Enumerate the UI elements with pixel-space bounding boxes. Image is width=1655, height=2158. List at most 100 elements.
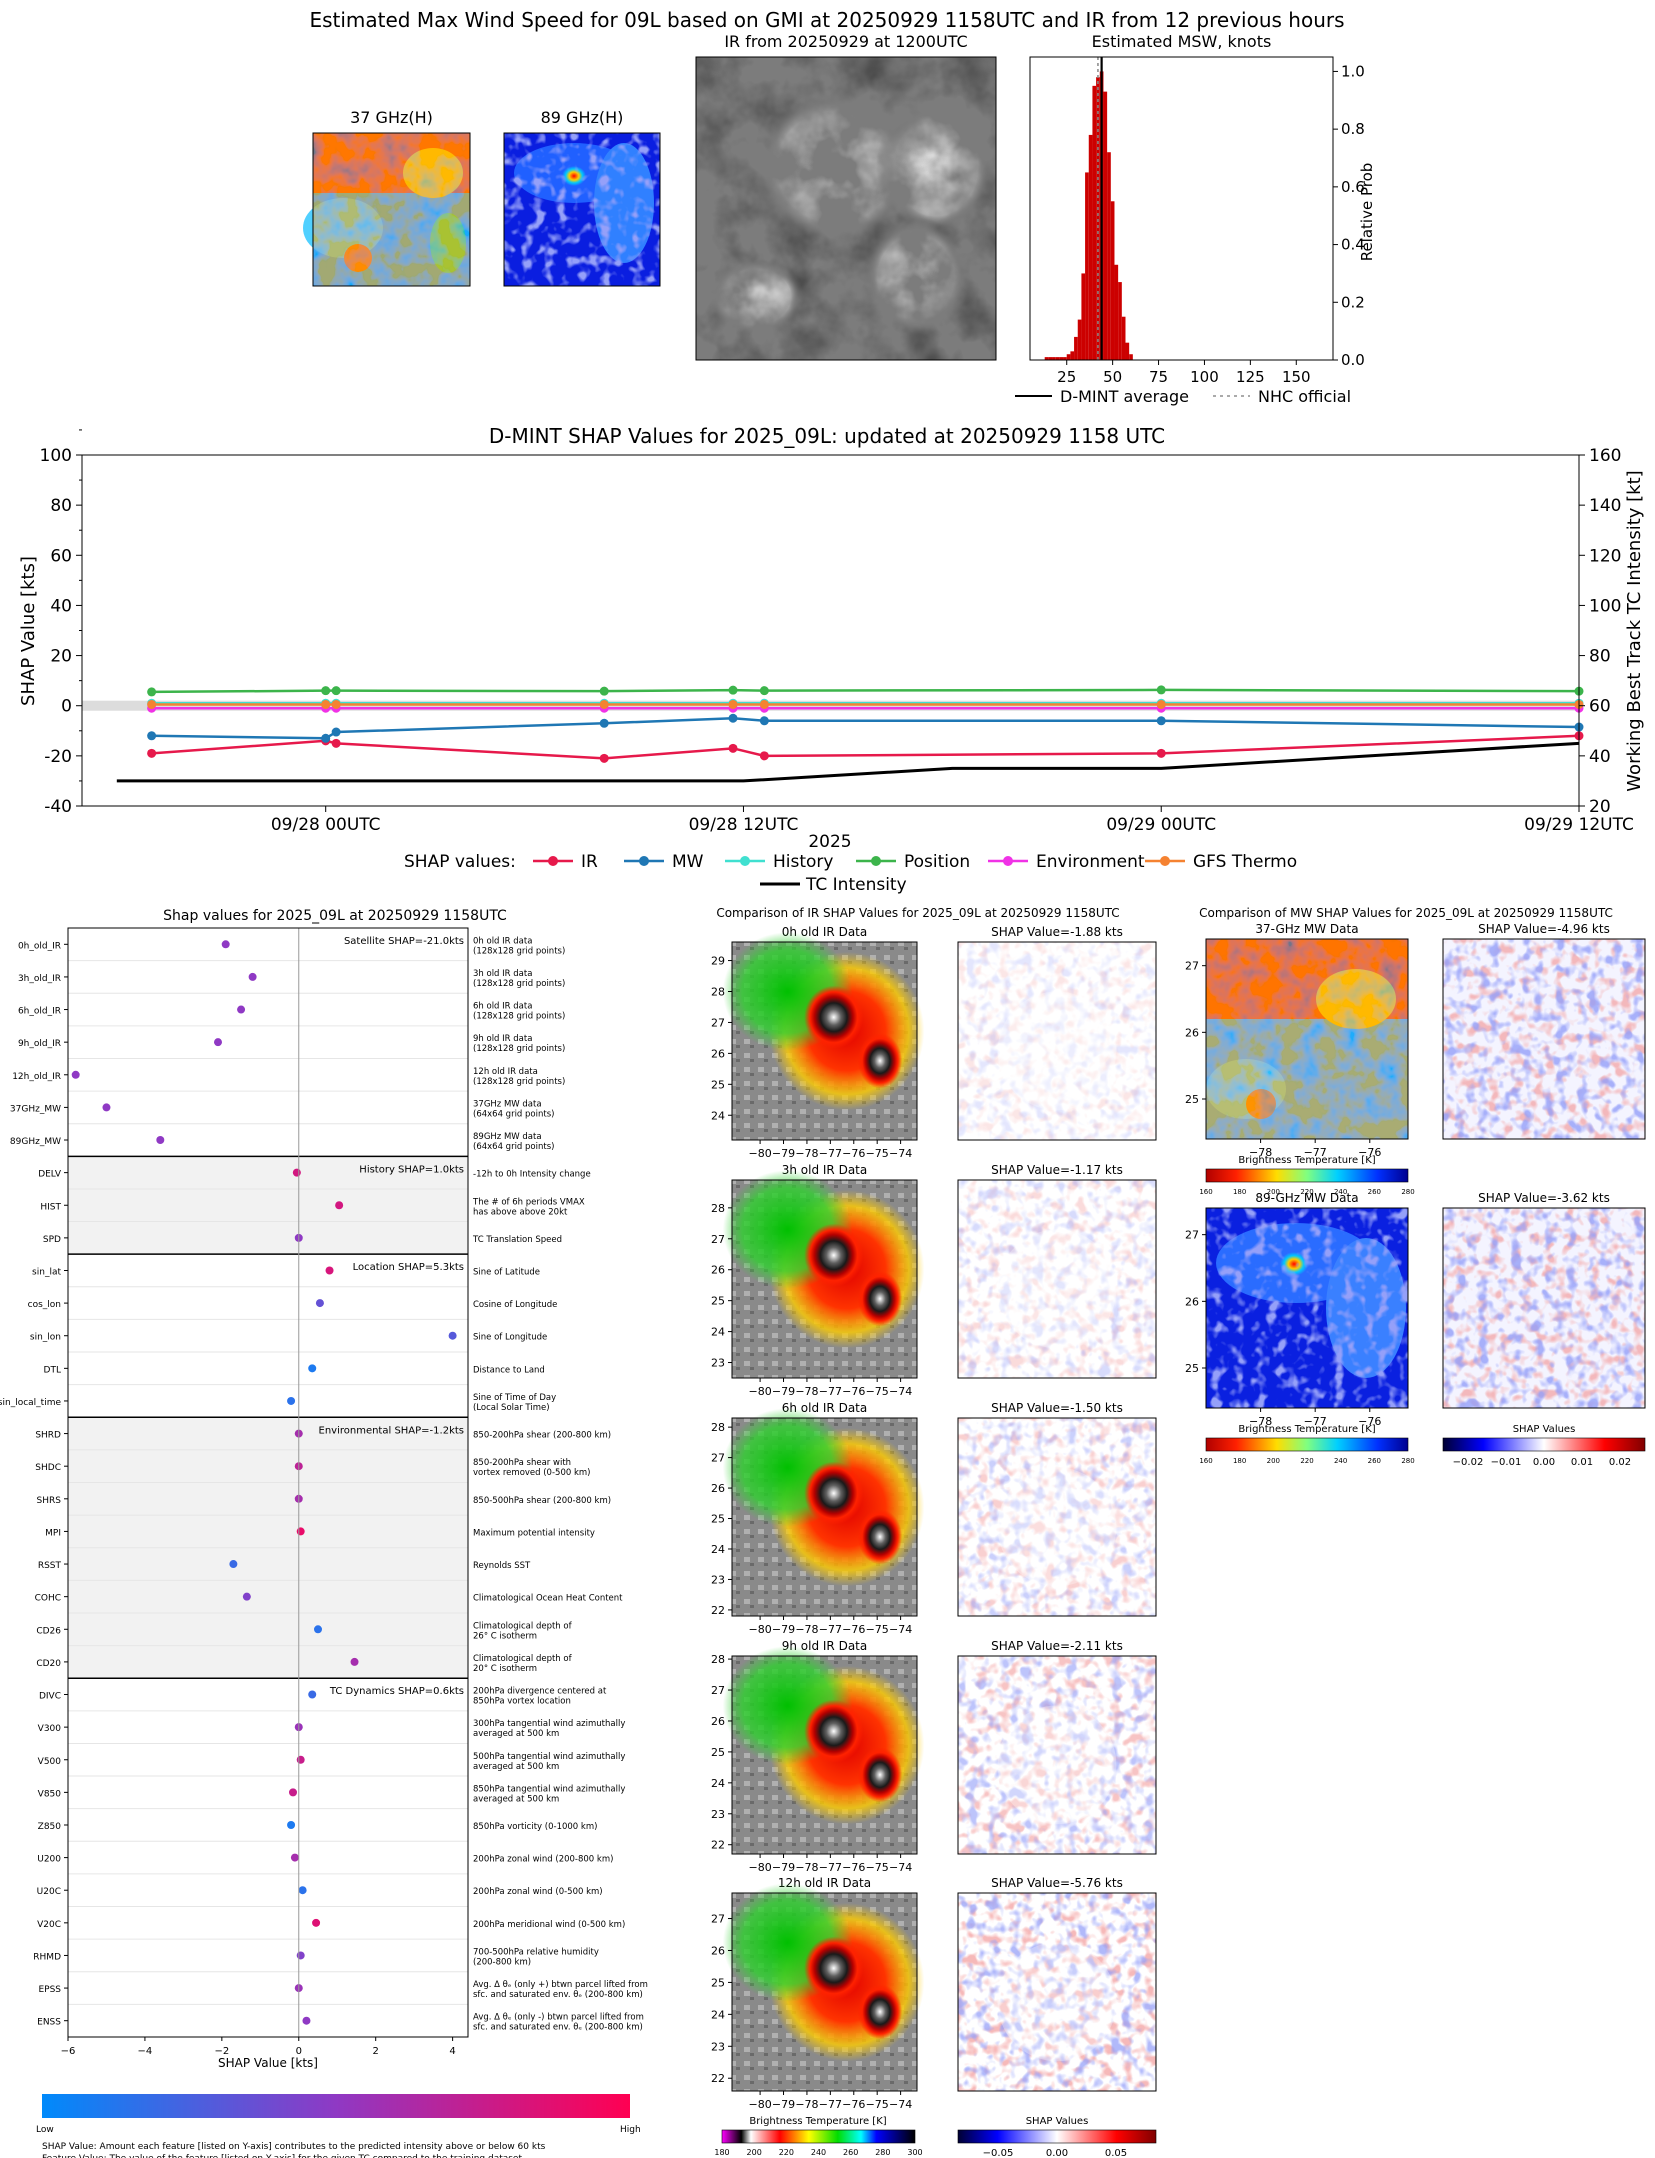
ir-bt-tick-label: 280 bbox=[875, 2148, 890, 2157]
mw-shap-title: SHAP Value=-3.62 kts bbox=[1478, 1191, 1610, 1205]
feature-point bbox=[296, 1527, 305, 1536]
ytick-right-label: 120 bbox=[1589, 546, 1621, 566]
feature-description: 200hPa meridional wind (0-500 km) bbox=[473, 1920, 625, 1930]
ir-bt-tick-label: 200 bbox=[747, 2148, 762, 2157]
hist-ylabel: Relative Prob bbox=[1358, 163, 1376, 262]
hist-bar bbox=[1074, 336, 1078, 360]
feature-description: 6h old IR data bbox=[473, 1002, 532, 1012]
feature-point bbox=[296, 1951, 305, 1960]
ir-ytick-label: 24 bbox=[711, 1326, 725, 1339]
series-point bbox=[599, 753, 609, 763]
feature-description: TC Translation Speed bbox=[472, 1235, 562, 1245]
ir-shap-center bbox=[997, 1942, 1117, 2062]
legend-tc-label: TC Intensity bbox=[805, 875, 907, 895]
mw-bt-tick-label: 200 bbox=[1267, 1188, 1280, 1196]
hist-ytick-label: 0.2 bbox=[1341, 293, 1365, 311]
ir-ytick-label: 26 bbox=[711, 1944, 725, 1957]
mw-bt-tick-label: 160 bbox=[1199, 1457, 1212, 1465]
feature-xtick-label: 4 bbox=[449, 2046, 455, 2057]
legend-marker bbox=[1003, 856, 1013, 866]
ir-xtick-label: −80 bbox=[748, 1623, 771, 1636]
hist-ytick-label: 1.0 bbox=[1341, 62, 1365, 80]
ir-shap-center bbox=[997, 991, 1117, 1111]
ir-shap-blue bbox=[958, 1418, 1156, 1616]
histogram: 25 50 75 100 125 150 0.0 0.2 0.4 0.6 0.8 1.0 bbox=[1029, 56, 1365, 386]
mw-ytick-label: 26 bbox=[1185, 1026, 1199, 1039]
ir-xtick-label: −75 bbox=[866, 1385, 889, 1398]
ir-map-frame bbox=[731, 1179, 918, 1379]
mw-bt-tick-label: 240 bbox=[1334, 1188, 1347, 1196]
feature-point bbox=[214, 1038, 222, 1047]
mw-bt-colorbar-label: Brightness Temperature [K] bbox=[1238, 1155, 1375, 1166]
ir-xtick-label: −78 bbox=[795, 1385, 818, 1398]
ir-ytick-label: 25 bbox=[711, 1078, 725, 1091]
series-point bbox=[321, 686, 331, 696]
feature-name: 89GHz_MW bbox=[10, 1137, 61, 1147]
legend-label: MW bbox=[672, 852, 704, 872]
ir-shap-blue bbox=[958, 942, 1156, 1140]
ir-xtick-label: −78 bbox=[795, 1623, 818, 1636]
ir-xtick-label: −77 bbox=[819, 2098, 842, 2111]
legend-marker bbox=[1160, 856, 1170, 866]
series-point bbox=[147, 687, 157, 697]
ir-texture bbox=[696, 57, 996, 360]
feature-point bbox=[71, 1070, 80, 1079]
ir-ytick-label: 24 bbox=[711, 1543, 725, 1556]
hist-bar bbox=[1110, 201, 1115, 360]
series-line-position bbox=[151, 688, 1580, 694]
ytick-left-label: 100 bbox=[40, 446, 72, 466]
ir-map-cell bbox=[857, 1509, 903, 1565]
ir-xtick-label: −80 bbox=[748, 1147, 771, 1160]
legend-dmint-label: D-MINT average bbox=[1060, 387, 1189, 406]
legend-label: IR bbox=[581, 852, 598, 872]
ir-bt-tick-label: 220 bbox=[779, 2148, 794, 2157]
feature-name: 3h_old_IR bbox=[18, 974, 61, 984]
legend-marker bbox=[548, 856, 558, 866]
feature-description: averaged at 500 km bbox=[473, 1729, 559, 1739]
ir-row: 0h old IR Data SHAP Value=-1.88 kts−80 −79… bbox=[711, 925, 1157, 1160]
series-line-mw bbox=[151, 716, 1580, 740]
ir-ytick-label: 26 bbox=[711, 1264, 725, 1277]
hist-ytick-label: 0.6 bbox=[1341, 178, 1365, 196]
ir-ytick-label: 25 bbox=[711, 1976, 725, 1989]
mw89-title: 89 GHz(H) bbox=[541, 108, 624, 127]
mw-shap-colorbar-label: SHAP Values bbox=[1513, 1424, 1576, 1435]
xtick-label: 09/29 00UTC bbox=[1106, 815, 1216, 835]
feature-name: 12h_old_IR bbox=[12, 1072, 61, 1082]
feature-description: 700-500hPa relative humidity bbox=[473, 1947, 599, 1957]
feature-description: sfc. and saturated env. θₑ (200-800 km) bbox=[473, 2023, 643, 2033]
hist-bar bbox=[1085, 172, 1089, 360]
ir-ytick-label: 29 bbox=[711, 955, 725, 968]
feature-description: 12h old IR data bbox=[473, 1067, 538, 1077]
ir-xtick-label: −79 bbox=[772, 1385, 795, 1398]
series-point bbox=[331, 699, 341, 709]
mw89-map bbox=[503, 132, 661, 287]
mw-bt-tick-label: 180 bbox=[1233, 1457, 1246, 1465]
feature-name: 9h_old_IR bbox=[18, 1039, 61, 1049]
feature-description: averaged at 500 km bbox=[473, 1762, 559, 1772]
feature-description: 850-200hPa shear (200-800 km) bbox=[473, 1431, 611, 1441]
hist-xtick-label: 100 bbox=[1190, 368, 1219, 386]
series-point bbox=[728, 743, 738, 753]
feature-name: EPSS bbox=[38, 1985, 61, 1995]
ir-ytick-label: 22 bbox=[711, 1604, 725, 1617]
ir-xtick-label: −77 bbox=[819, 1861, 842, 1874]
ir-xtick-label: −80 bbox=[748, 1861, 771, 1874]
ir-shap-title: SHAP Value=-1.17 kts bbox=[991, 1163, 1123, 1177]
ir-shap-center bbox=[997, 1705, 1117, 1825]
shap-timeseries: -40 -20 0 20 40 60 80 100 20 40 60 80 100 120 140 160 09… bbox=[40, 429, 1634, 886]
ir-xtick-label: −77 bbox=[819, 1147, 842, 1160]
ir-xtick-label: −76 bbox=[842, 1147, 865, 1160]
footnote-feature: Feature Value: The value of the feature … bbox=[42, 2154, 522, 2158]
feature-name: DELV bbox=[38, 1170, 62, 1180]
feature-point bbox=[289, 1788, 297, 1797]
feature-name: U20C bbox=[37, 1887, 61, 1897]
series-point bbox=[599, 718, 609, 728]
hist-frame bbox=[1029, 56, 1334, 361]
feature-point bbox=[298, 1886, 307, 1895]
ir-bt-colorbar bbox=[721, 2129, 916, 2144]
hist-bar bbox=[1044, 357, 1049, 360]
mw-xtick-label: −76 bbox=[1358, 1415, 1381, 1428]
mw-ytick-label: 25 bbox=[1185, 1093, 1199, 1106]
